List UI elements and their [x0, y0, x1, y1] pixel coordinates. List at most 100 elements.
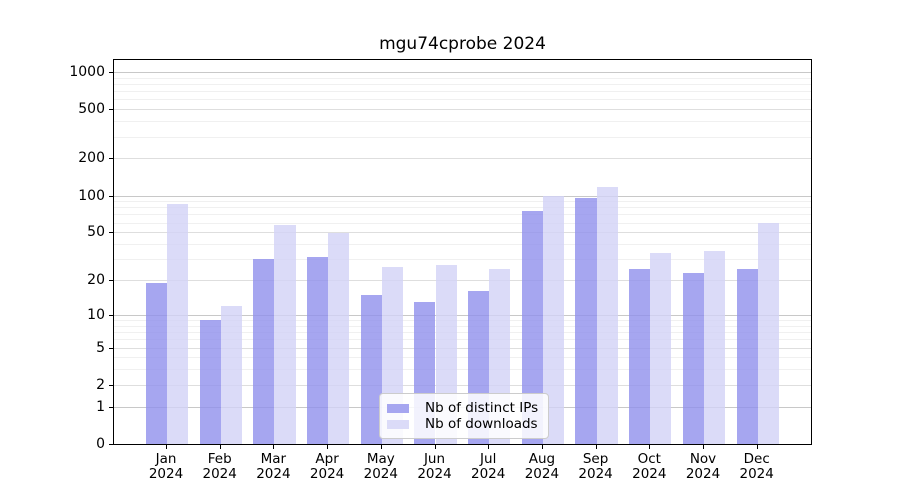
x-tick-mark-jun	[434, 445, 436, 449]
x-tick-year: 2024	[632, 466, 667, 482]
bar-dec-downloads	[757, 222, 779, 444]
bar-mar-distinct-ips	[253, 259, 275, 444]
minor-gridline-90	[114, 201, 811, 203]
major-gridline-50	[114, 232, 811, 234]
x-tick-label-mar: Mar 2024	[243, 452, 303, 482]
minor-gridline-80	[114, 207, 811, 209]
minor-gridline-3	[114, 369, 811, 371]
y-tick-label-50: 50	[87, 224, 105, 241]
x-tick-month: May	[366, 451, 395, 467]
x-tick-label-feb: Feb 2024	[190, 452, 250, 482]
bar-jan-distinct-ips	[145, 282, 167, 444]
legend-label-distinct-ips: Nb of distinct IPs	[425, 400, 539, 416]
bar-oct-downloads	[650, 252, 672, 444]
x-tick-month: Oct	[637, 451, 661, 467]
y-tick-label-5: 5	[96, 339, 105, 356]
x-tick-month: Apr	[315, 451, 339, 467]
minor-gridline-7	[114, 332, 811, 333]
minor-gridline-700	[114, 91, 811, 93]
x-tick-mark-jul	[488, 445, 490, 449]
x-tick-year: 2024	[417, 466, 452, 482]
bar-nov-downloads	[704, 251, 726, 444]
bar-apr-downloads	[328, 233, 350, 444]
major-gridline-1000	[114, 71, 811, 73]
major-gridline-200	[114, 158, 811, 160]
major-gridline-20	[114, 280, 811, 281]
legend: Nb of distinct IPs Nb of downloads	[379, 393, 549, 439]
x-tick-year: 2024	[256, 466, 291, 482]
x-tick-month: Sep	[582, 451, 609, 467]
minor-gridline-60	[114, 222, 811, 224]
legend-row-distinct-ips: Nb of distinct IPs	[387, 400, 540, 416]
y-tick-mark-1000	[109, 71, 113, 73]
x-tick-mark-sep	[595, 445, 597, 449]
x-tick-year: 2024	[739, 466, 774, 482]
y-tick-mark-500	[109, 109, 113, 111]
minor-gridline-600	[114, 99, 811, 101]
x-tick-month: Nov	[689, 451, 717, 467]
minor-gridline-40	[114, 244, 811, 245]
x-tick-month: Jul	[480, 451, 497, 467]
bar-feb-distinct-ips	[199, 320, 221, 444]
minor-gridline-30	[114, 259, 811, 261]
x-tick-label-sep: Sep 2024	[566, 452, 626, 482]
bar-feb-downloads	[220, 305, 242, 444]
bar-sep-distinct-ips	[575, 198, 597, 444]
x-tick-year: 2024	[148, 466, 184, 482]
minor-gridline-300	[114, 136, 811, 138]
x-tick-month: Dec	[743, 451, 770, 467]
y-tick-label-10: 10	[87, 306, 105, 323]
bar-aug-distinct-ips	[521, 210, 543, 444]
legend-label-downloads: Nb of downloads	[425, 416, 538, 432]
x-tick-label-nov: Nov 2024	[673, 452, 733, 482]
y-tick-mark-200	[109, 158, 113, 160]
y-tick-mark-1	[109, 406, 113, 408]
y-tick-label-0: 0	[96, 436, 105, 452]
major-gridline-10	[114, 314, 811, 316]
minor-gridline-400	[114, 121, 811, 123]
x-tick-label-oct: Oct 2024	[619, 452, 679, 482]
minor-gridline-4	[114, 357, 811, 359]
major-gridline-2	[114, 384, 811, 386]
y-tick-label-2: 2	[96, 376, 105, 393]
x-tick-label-jan: Jan 2024	[136, 452, 196, 482]
y-tick-mark-20	[109, 280, 113, 281]
y-tick-label-1000: 1000	[69, 63, 105, 80]
legend-swatch-distinct-ips-icon	[387, 403, 409, 413]
bar-apr-distinct-ips	[306, 257, 329, 444]
major-gridline-100	[114, 195, 811, 197]
y-tick-label-100: 100	[78, 187, 105, 204]
y-tick-mark-0	[109, 444, 113, 445]
y-tick-mark-10	[109, 314, 113, 316]
minor-gridline-800	[114, 83, 811, 85]
major-gridline-500	[114, 109, 811, 111]
bar-oct-distinct-ips	[629, 268, 651, 444]
x-tick-mark-dec	[756, 445, 758, 449]
x-tick-month: Feb	[207, 451, 232, 467]
x-tick-label-jul: Jul 2024	[458, 452, 518, 482]
x-tick-label-jun: Jun 2024	[405, 452, 465, 482]
x-tick-year: 2024	[363, 466, 398, 482]
x-tick-label-aug: Aug 2024	[512, 452, 572, 482]
y-tick-mark-5	[109, 347, 113, 349]
x-tick-month: Aug	[528, 451, 556, 467]
major-gridline-5	[114, 347, 811, 349]
minor-gridline-8	[114, 325, 811, 327]
y-tick-label-20: 20	[87, 272, 105, 288]
x-tick-year: 2024	[524, 466, 560, 482]
x-tick-mark-oct	[649, 445, 651, 449]
x-tick-mark-apr	[327, 445, 329, 449]
bar-sep-downloads	[596, 186, 618, 444]
y-tick-label-1: 1	[96, 398, 105, 415]
y-tick-mark-2	[109, 384, 113, 386]
x-tick-mark-nov	[703, 445, 704, 449]
chart-title: mgu74cprobe 2024	[379, 34, 546, 54]
y-tick-mark-100	[109, 195, 113, 197]
x-tick-year: 2024	[578, 466, 613, 482]
minor-gridline-6	[114, 339, 811, 341]
y-tick-label-200: 200	[78, 150, 105, 167]
minor-gridline-9	[114, 320, 811, 321]
minor-gridline-900	[114, 77, 811, 79]
x-tick-month: Mar	[260, 451, 287, 467]
